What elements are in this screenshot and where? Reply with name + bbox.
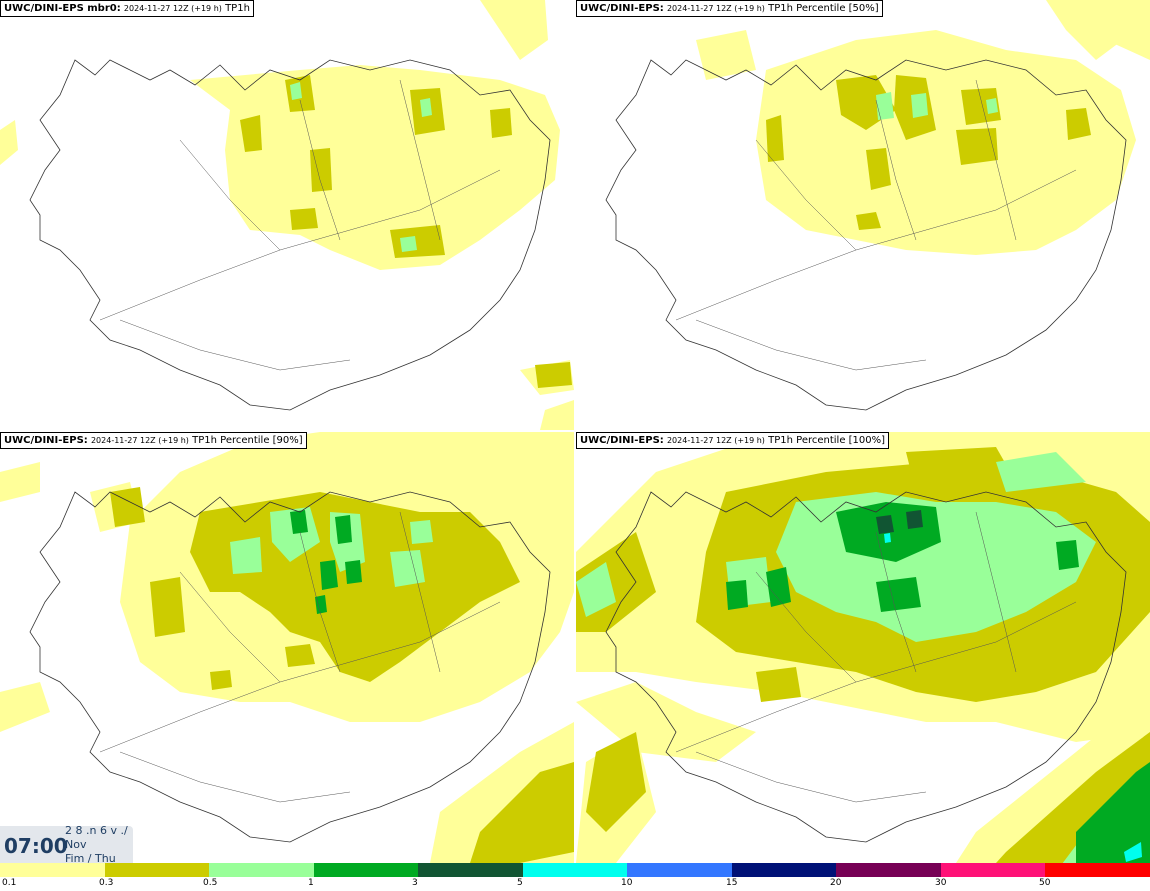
- legend-tick-label: 0.5: [203, 878, 218, 888]
- panel-title: UWC/DINI-EPS: 2024-11-27 12Z (+19 h) TP1…: [576, 432, 890, 449]
- map-panel-p100: UWC/DINI-EPS: 2024-11-27 12Z (+19 h) TP1…: [576, 432, 1150, 863]
- legend-bar: [0, 863, 1150, 877]
- legend-swatch: [940, 863, 1046, 877]
- iceland-coastline: [29, 59, 551, 411]
- road-network: [99, 79, 501, 371]
- panel-divider-horizontal: [0, 430, 1150, 432]
- model-label: UWC/DINI-EPS: [580, 3, 660, 14]
- run-label: 2024-11-27 12Z (+19 h): [666, 436, 765, 445]
- valid-time-box: 2 8 .n 6 v ./ Nov Fim / Thu 07:00: [0, 824, 133, 866]
- date-line-2: Nov: [65, 838, 87, 851]
- iceland-coastline: [605, 59, 1127, 411]
- panel-title: UWC/DINI-EPS mbr0: 2024-11-27 12Z (+19 h…: [0, 0, 254, 17]
- legend-swatch: [418, 863, 523, 877]
- iceland-coastline: [29, 491, 551, 843]
- run-label: 2024-11-27 12Z (+19 h): [666, 4, 765, 13]
- precip-very-intense: [876, 510, 923, 534]
- model-label: UWC/DINI-EPS: [4, 435, 84, 446]
- precip-moderate: [240, 75, 572, 388]
- legend-swatch: [209, 863, 314, 877]
- field-label: TP1h: [225, 3, 250, 14]
- legend-swatch: [522, 863, 628, 877]
- legend-swatch: [313, 863, 419, 877]
- legend-swatch: [731, 863, 837, 877]
- color-legend: 0.1 0.3 0.5 1 3 5 10 15 20 30 50: [0, 863, 1150, 891]
- legend-tick-label: 50: [1039, 878, 1051, 888]
- precip-intense: [290, 510, 362, 614]
- run-label: 2024-11-27 12Z (+19 h): [90, 436, 189, 445]
- legend-tick-label: 3: [412, 878, 418, 888]
- map-panel-mbr0: UWC/DINI-EPS mbr0: 2024-11-27 12Z (+19 h…: [0, 0, 574, 430]
- legend-tick-label: 15: [726, 878, 738, 888]
- valid-clock: 07:00: [4, 834, 68, 858]
- precip-heavy: [290, 82, 432, 252]
- legend-tick-label: 10: [621, 878, 633, 888]
- precip-heavy: [876, 92, 998, 120]
- road-network: [675, 79, 1077, 371]
- date-line-3: Fim / Thu: [65, 852, 116, 865]
- legend-tick-label: 5: [517, 878, 523, 888]
- map-panel-p90: UWC/DINI-EPS: 2024-11-27 12Z (+19 h) TP1…: [0, 432, 574, 863]
- valid-date: 2 8 .n 6 v ./ Nov Fim / Thu: [65, 824, 128, 866]
- model-label: UWC/DINI-EPS: [580, 435, 660, 446]
- road-network: [99, 511, 501, 803]
- legend-tick-label: 1: [308, 878, 314, 888]
- run-label: 2024-11-27 12Z (+19 h): [123, 4, 222, 13]
- field-label: TP1h Percentile [50%]: [768, 3, 879, 14]
- map-panel-p50: UWC/DINI-EPS: 2024-11-27 12Z (+19 h) TP1…: [576, 0, 1150, 430]
- precip-light: [0, 0, 574, 430]
- legend-swatch: [1045, 863, 1150, 877]
- date-line-1: 2 8 .n 6 v ./: [65, 824, 128, 837]
- legend-tick-label: 20: [830, 878, 842, 888]
- legend-swatch: [627, 863, 732, 877]
- iceland-coastline: [605, 491, 1127, 843]
- road-network: [675, 511, 1077, 803]
- model-label: UWC/DINI-EPS mbr0: [4, 3, 117, 14]
- legend-swatch: [0, 863, 105, 877]
- field-label: TP1h Percentile [100%]: [768, 435, 886, 446]
- legend-tick-label: 0.1: [2, 878, 17, 888]
- field-label: TP1h Percentile [90%]: [192, 435, 303, 446]
- legend-tick-label: 30: [935, 878, 947, 888]
- legend-swatch: [836, 863, 941, 877]
- legend-swatch: [104, 863, 210, 877]
- panel-title: UWC/DINI-EPS: 2024-11-27 12Z (+19 h) TP1…: [0, 432, 307, 449]
- legend-tick-label: 0.3: [99, 878, 114, 888]
- precip-extreme: [884, 533, 1142, 862]
- panel-title: UWC/DINI-EPS: 2024-11-27 12Z (+19 h) TP1…: [576, 0, 883, 17]
